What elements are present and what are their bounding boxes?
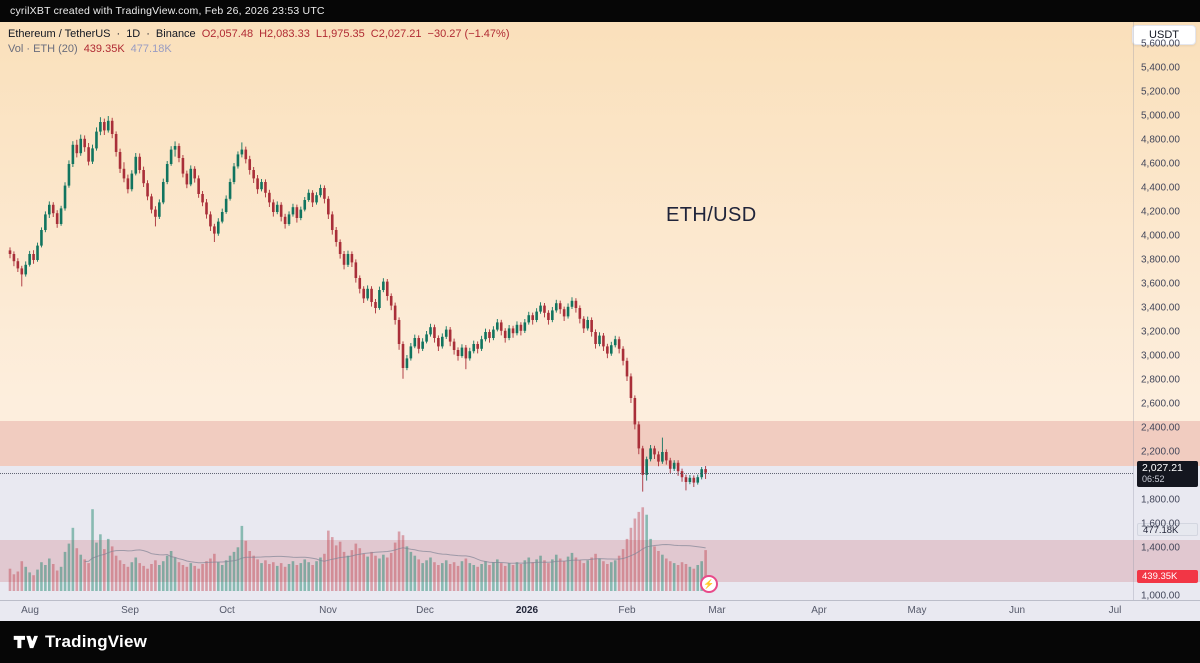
chart-background-upper	[0, 22, 1200, 466]
price-tick: 3,600.00	[1141, 278, 1180, 290]
price-tick: 2,600.00	[1141, 398, 1180, 410]
time-tick-aug: Aug	[21, 605, 39, 616]
volume-indicator-label[interactable]: Vol · ETH (20)	[8, 42, 78, 55]
time-tick-apr: Apr	[811, 605, 827, 616]
legend-symbol-row: Ethereum / TetherUS · 1D · Binance O2,05…	[8, 26, 509, 41]
price-tick: 4,800.00	[1141, 134, 1180, 146]
price-tick: 4,400.00	[1141, 182, 1180, 194]
legend-volume-row: Vol · ETH (20) 439.35K 477.18K	[8, 41, 509, 56]
current-price-line	[0, 472, 1133, 474]
current-price-value: 2,027.21	[1142, 461, 1183, 474]
zone-band	[0, 420, 1200, 466]
ohlc-open: O2,057.48	[201, 27, 254, 40]
time-tick-feb: Feb	[618, 605, 636, 616]
time-axis[interactable]: Aug Sep Oct Nov Dec 2026 Feb Mar Apr May Jun Jul	[0, 600, 1200, 621]
currency-toggle-button[interactable]: USDT	[1132, 25, 1196, 45]
current-price-badge: 2,027.21 06:52	[1137, 460, 1198, 487]
price-tick: 1,800.00	[1141, 494, 1180, 506]
time-tick-sep: Sep	[121, 605, 139, 616]
price-tick: 5,400.00	[1141, 62, 1180, 74]
price-tick: 2,800.00	[1141, 374, 1180, 386]
zone-band	[0, 539, 1200, 582]
price-tick: 5,000.00	[1141, 110, 1180, 122]
price-tick: 4,000.00	[1141, 230, 1180, 242]
lightning-icon: ⚡	[703, 578, 715, 589]
time-tick-oct: Oct	[219, 605, 235, 616]
chart-background-lower	[0, 466, 1200, 621]
legend-separator: ·	[116, 27, 121, 40]
legend-separator: ·	[146, 27, 150, 40]
symbol-watermark: ETH/USD	[666, 204, 757, 226]
ohlc-high: H2,083.33	[259, 27, 310, 40]
price-axis[interactable]: 2,027.21 06:52 477.18K 439.35K 5,600.00 5…	[1133, 22, 1200, 602]
tradingview-logo-icon	[13, 635, 38, 649]
ohlc-change: −30.27 (−1.47%)	[427, 27, 510, 40]
time-tick-2026: 2026	[515, 605, 539, 616]
price-tick: 2,400.00	[1141, 422, 1180, 434]
price-tick: 3,800.00	[1141, 254, 1180, 266]
ohlc-close: C2,027.21	[370, 27, 422, 40]
time-tick-jun: Jun	[1008, 605, 1026, 616]
interval-label[interactable]: 1D	[126, 27, 141, 40]
time-tick-mar: Mar	[708, 605, 726, 616]
ohlc-low: L1,975.35	[315, 27, 365, 40]
footer-bar: TradingView	[0, 621, 1200, 663]
attribution-text: cyrilXBT created with TradingView.com, F…	[10, 5, 325, 17]
price-tick: 4,200.00	[1141, 206, 1180, 218]
bot-avatar-badge: ⚡	[700, 575, 718, 593]
symbol-title[interactable]: Ethereum / TetherUS	[8, 27, 111, 40]
volume-value: 439.35K	[83, 42, 125, 55]
price-tick: 3,000.00	[1141, 350, 1180, 362]
volume-ma-value: 477.18K	[130, 42, 172, 55]
tradingview-brand-link[interactable]: TradingView	[45, 632, 148, 651]
time-tick-dec: Dec	[416, 605, 434, 616]
price-tick: 2,200.00	[1141, 446, 1180, 458]
chart-legend: Ethereum / TetherUS · 1D · Binance O2,05…	[8, 26, 509, 56]
price-tick: 4,600.00	[1141, 158, 1180, 170]
price-tick: 1,400.00	[1141, 542, 1180, 554]
price-tick: 3,200.00	[1141, 326, 1180, 338]
chart-region: ETH/USD Ethereum / TetherUS · 1D · Binan…	[0, 22, 1200, 621]
price-tick: 3,400.00	[1141, 302, 1180, 314]
candlestick-plot-area[interactable]	[0, 22, 1133, 621]
attribution-bar: cyrilXBT created with TradingView.com, F…	[0, 0, 1200, 22]
time-tick-may: May	[907, 605, 927, 616]
volume-ma-axis-label: 477.18K	[1137, 522, 1198, 536]
bar-close-countdown: 06:52	[1142, 473, 1165, 484]
time-tick-jul: Jul	[1108, 605, 1122, 616]
price-tick: 5,200.00	[1141, 86, 1180, 98]
exchange-label: Binance	[155, 27, 196, 40]
time-tick-nov: Nov	[319, 605, 337, 616]
price-tick: 1,600.00	[1141, 518, 1180, 530]
volume-value-axis-label: 439.35K	[1137, 570, 1198, 583]
price-tick: 5,600.00	[1141, 38, 1180, 50]
price-tick: 1,000.00	[1141, 590, 1180, 602]
